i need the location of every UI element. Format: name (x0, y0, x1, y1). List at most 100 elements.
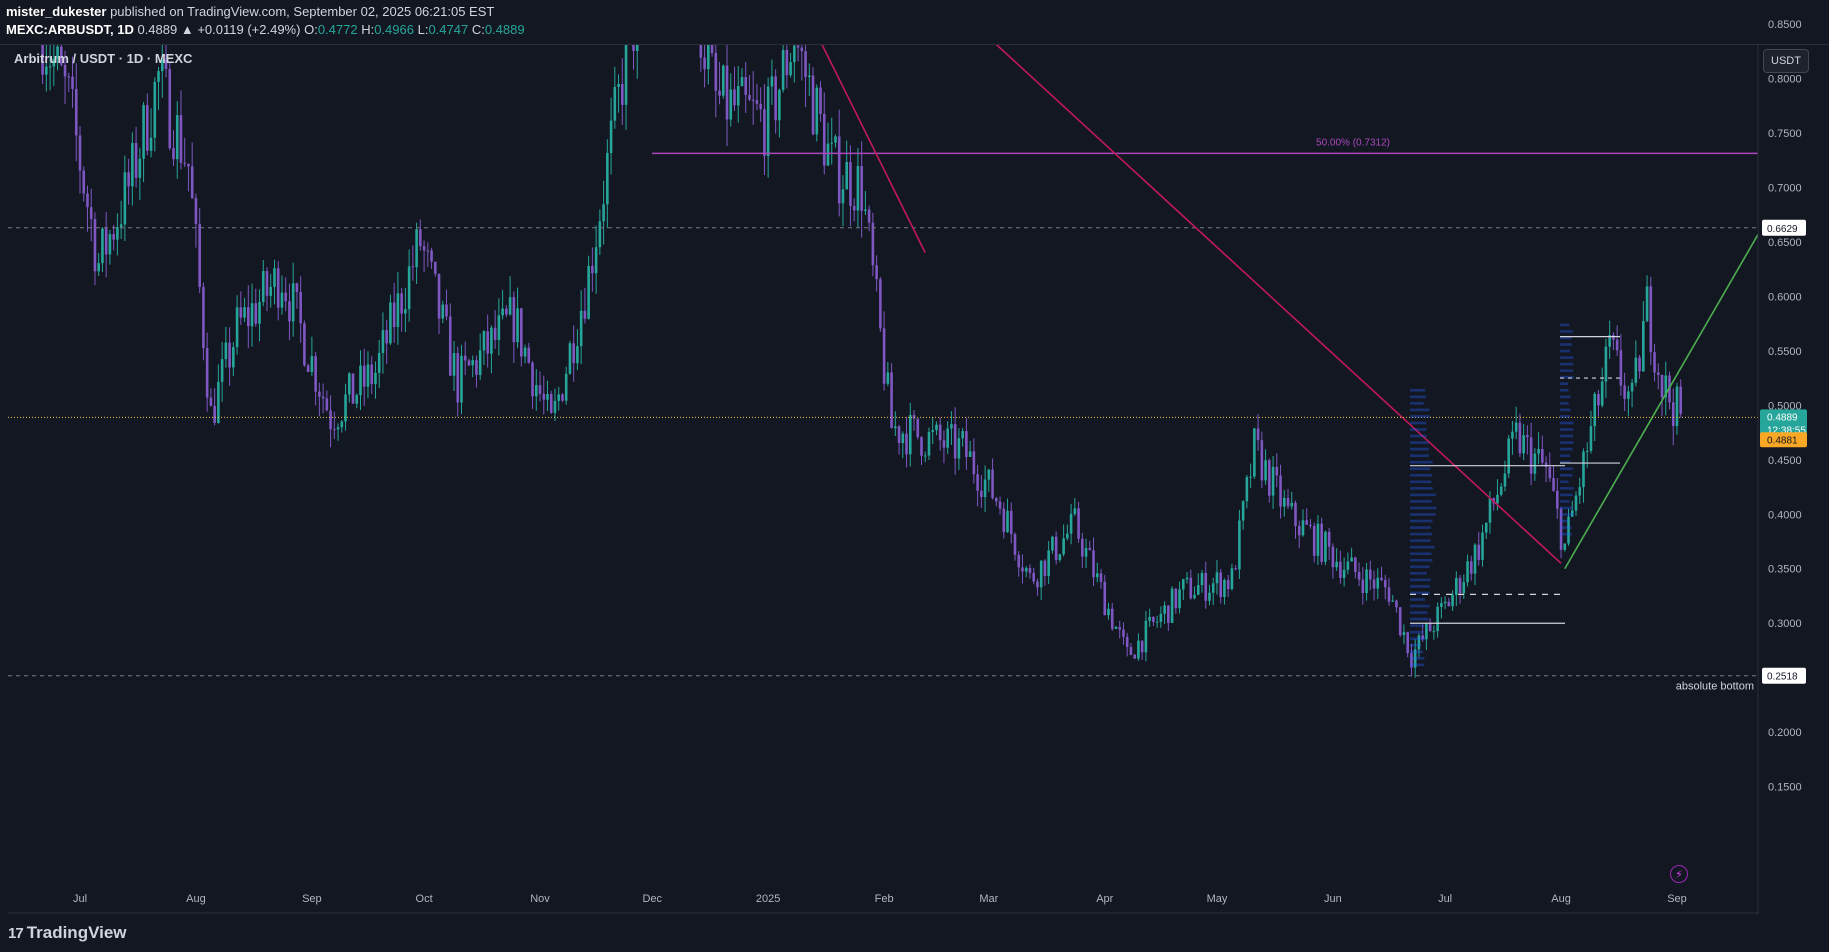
candle (845, 140, 848, 190)
level-axis-label: 0.2518 (1767, 672, 1798, 683)
candle-body (1664, 375, 1668, 398)
currency-button[interactable]: USDT (1763, 49, 1809, 73)
candle-body (1178, 589, 1181, 609)
candle-body (340, 421, 344, 428)
candle-body (1002, 508, 1006, 533)
candle (164, 45, 168, 78)
candle (815, 84, 819, 142)
candle-body (60, 46, 63, 65)
candle (624, 45, 628, 130)
candle-body (998, 501, 1002, 509)
candle (1013, 532, 1017, 561)
candle-body (258, 301, 261, 324)
x-tick-label: Aug (186, 893, 206, 905)
candle (131, 132, 134, 206)
volume-profile-bar (1410, 519, 1433, 523)
volume-profile-bar (1560, 382, 1569, 386)
candle-body (1092, 550, 1095, 578)
candle (1208, 584, 1211, 606)
candle-body (923, 455, 927, 457)
candle (232, 342, 235, 377)
publisher-name[interactable]: mister_dukester (6, 4, 107, 19)
tradingview-logo[interactable]: 17 TradingView (8, 923, 127, 943)
candle-body (437, 273, 441, 319)
candle (1137, 633, 1140, 661)
candle (280, 275, 284, 315)
candle-body (1200, 572, 1204, 586)
x-tick-label: Oct (416, 893, 433, 905)
candle-body (329, 410, 332, 430)
candle-body (785, 50, 789, 76)
candle-body (1451, 594, 1454, 607)
candle (1671, 388, 1675, 446)
candle-body (935, 424, 938, 431)
candle-body (1548, 466, 1552, 479)
candle-body (871, 222, 875, 266)
candle-body (1387, 587, 1391, 602)
candle-body (991, 469, 994, 499)
x-tick-label: Jun (1324, 893, 1342, 905)
volume-profile-bar (1410, 480, 1432, 484)
candle-body (804, 51, 807, 78)
candle (527, 342, 531, 364)
candle-body (318, 391, 321, 397)
candle-body (1582, 451, 1585, 488)
candle-body (183, 162, 187, 164)
volume-profile-bar (1560, 362, 1574, 366)
candle-body (920, 437, 923, 456)
y-tick-label: 0.6500 (1768, 237, 1802, 249)
candle (172, 130, 175, 166)
volume-profile-bar (1410, 415, 1430, 418)
candle (1114, 625, 1118, 630)
candle-body (624, 45, 628, 105)
candle (1286, 488, 1290, 510)
candle (516, 287, 519, 349)
candle-body (45, 66, 48, 75)
candle-body (396, 293, 400, 328)
candle (138, 147, 142, 201)
candle (1462, 574, 1466, 599)
candle (871, 212, 875, 277)
countdown-label: 12:38:55 (1767, 425, 1806, 436)
volume-profile-bar (1560, 460, 1571, 464)
candle (146, 93, 149, 156)
candle-body (1122, 629, 1125, 637)
y-tick-label: 0.1500 (1768, 782, 1802, 794)
candle-body (1398, 607, 1402, 635)
volume-profile-bar (1410, 402, 1424, 405)
candle (1189, 569, 1193, 600)
candle-body (1024, 568, 1028, 572)
candle-body (1630, 382, 1634, 392)
candle (1058, 553, 1062, 563)
candle-body (1537, 448, 1540, 454)
candle-body (808, 75, 811, 78)
candle-body (426, 250, 430, 252)
high-value: 0.4966 (374, 22, 414, 37)
candle (1215, 560, 1219, 595)
candle (1024, 565, 1028, 578)
candle-body (1556, 490, 1559, 509)
candle-body (1208, 592, 1211, 601)
candle (224, 326, 228, 368)
candle (576, 329, 579, 371)
flash-icon[interactable]: ⚡ (1670, 865, 1688, 883)
candle (243, 297, 246, 323)
candle-body (1417, 635, 1421, 650)
candle (972, 438, 976, 484)
candle-body (931, 430, 935, 432)
candle (389, 294, 392, 346)
candle-body (1578, 487, 1582, 496)
close-value: 0.4889 (484, 22, 525, 37)
candle-body (1380, 577, 1383, 580)
candle (471, 355, 474, 378)
candle (1219, 568, 1222, 604)
y-tick-label: 0.5000 (1768, 400, 1802, 412)
candle (250, 283, 254, 347)
candle-body (1204, 572, 1208, 601)
candle-body (157, 71, 160, 82)
candle-body (632, 45, 635, 51)
candle-body (1275, 466, 1279, 476)
candle-body (149, 137, 153, 151)
candle (901, 431, 905, 459)
